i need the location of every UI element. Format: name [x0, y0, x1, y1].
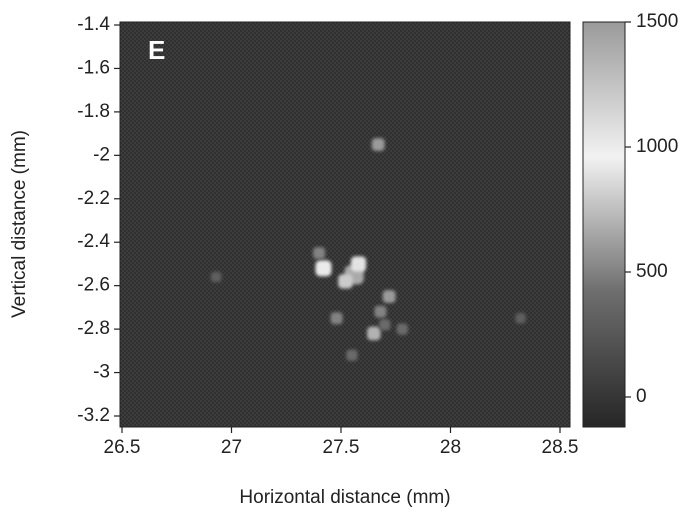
hot-spot	[338, 274, 353, 289]
x-tick-label: 28	[440, 437, 461, 458]
hot-spot	[396, 323, 408, 335]
colorbar-tick-label: 0	[636, 386, 647, 407]
spots	[210, 138, 526, 361]
panel-label: E	[148, 35, 165, 65]
hot-spot	[315, 260, 332, 277]
hot-spot	[382, 290, 396, 303]
hot-spot	[371, 138, 385, 151]
x-axis-label: Horizontal distance (mm)	[239, 487, 450, 508]
hot-spot	[210, 271, 222, 283]
x-tick-label: 26.5	[104, 437, 141, 458]
hot-spot	[367, 326, 381, 341]
hot-spot	[330, 312, 343, 325]
y-tick-label: -1.4	[77, 14, 110, 35]
y-tick-label: -3.2	[77, 405, 110, 426]
hot-spot	[379, 319, 391, 331]
x-tick-label: 28.5	[542, 437, 579, 458]
colorbar-tick-label: 500	[636, 261, 668, 282]
y-axis-label: Vertical distance (mm)	[9, 130, 30, 318]
hot-spot	[313, 247, 326, 260]
y-tick-label: -2.2	[77, 188, 110, 209]
hot-spot	[374, 305, 387, 318]
y-tick-label: -3	[93, 362, 110, 383]
plot-area	[119, 21, 571, 428]
y-tick-label: -2	[93, 144, 110, 165]
hot-spot	[346, 349, 358, 361]
y-tick-label: -1.6	[77, 57, 110, 78]
colorbar-tick-label: 1500	[636, 11, 678, 32]
y-tick-label: -2.4	[77, 231, 110, 252]
x-tick-label: 27	[221, 437, 242, 458]
y-tick-label: -1.8	[77, 101, 110, 122]
hot-spot	[515, 313, 526, 324]
colorbar-tick-label: 1000	[636, 136, 678, 157]
colorbar	[582, 21, 626, 428]
hot-spot	[350, 256, 367, 272]
y-tick-label: -2.8	[77, 318, 110, 339]
x-tick-label: 27.5	[323, 437, 360, 458]
y-tick-label: -2.6	[77, 275, 110, 296]
